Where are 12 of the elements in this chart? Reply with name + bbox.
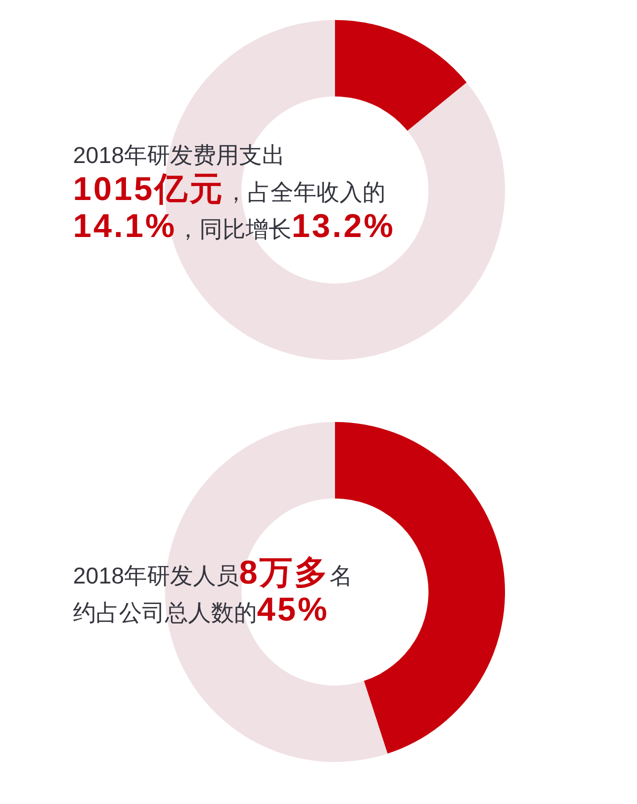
text: 2018年研发人员: [73, 562, 240, 588]
text: 8万多: [239, 554, 330, 590]
text: 45%: [257, 590, 330, 628]
text: ，占全年收入的: [224, 179, 386, 205]
text: 约占公司总人数的: [73, 600, 257, 626]
text: 名: [330, 562, 353, 588]
donut-slice: [335, 20, 467, 131]
text: 2018年研发费用支出: [73, 142, 286, 168]
text: 1015亿元: [73, 170, 224, 207]
text: 13.2%: [292, 207, 396, 244]
text: ，同比增长: [176, 216, 292, 242]
text: 14.1%: [73, 207, 177, 244]
